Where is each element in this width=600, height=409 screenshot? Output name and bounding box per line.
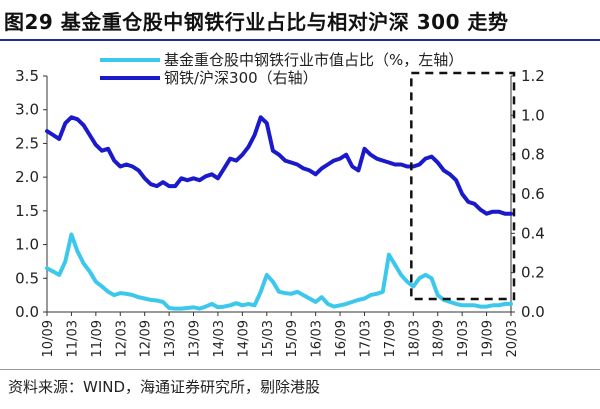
x-tick-label: 11/09 bbox=[90, 320, 105, 357]
x-tick-label: 12/09 bbox=[139, 320, 154, 357]
x-tick-label: 16/09 bbox=[334, 320, 349, 357]
y-right-tick-label: 1.2 bbox=[521, 67, 545, 85]
x-tick-label: 17/09 bbox=[383, 320, 398, 357]
y-left-tick-label: 2.0 bbox=[15, 168, 39, 186]
y-right-tick-label: 0.4 bbox=[521, 224, 545, 242]
legend-label: 基金重仓股中钢铁行业市值占比（%，左轴） bbox=[164, 51, 463, 69]
x-tick-label: 15/03 bbox=[261, 320, 276, 357]
y-left-tick-label: 2.5 bbox=[15, 134, 39, 152]
highlight-box bbox=[410, 71, 516, 301]
y-right-tick-label: 1.0 bbox=[521, 106, 545, 124]
chart-title: 图29 基金重仓股中钢铁行业占比与相对沪深 300 走势 bbox=[4, 10, 509, 34]
y-right-tick-label: 0.2 bbox=[521, 264, 545, 282]
y-left-tick-label: 3.0 bbox=[15, 101, 39, 119]
x-tick-label: 13/09 bbox=[188, 320, 203, 357]
x-tick-label: 11/03 bbox=[65, 320, 80, 357]
y-left-tick-label: 0.0 bbox=[15, 303, 39, 321]
y-left-tick-label: 0.5 bbox=[15, 269, 39, 287]
series-layer bbox=[45, 115, 513, 311]
x-tick-label: 16/03 bbox=[310, 320, 325, 357]
y-right-tick-label: 0.0 bbox=[521, 303, 545, 321]
highlight-box-layer bbox=[410, 71, 516, 301]
x-tick-label: 17/03 bbox=[358, 320, 373, 357]
title-bar: 图29 基金重仓股中钢铁行业占比与相对沪深 300 走势 bbox=[0, 0, 600, 41]
x-tick-label: 14/09 bbox=[236, 320, 251, 357]
source-note: 资料来源：WIND，海通证券研究所，剔除港股 bbox=[8, 378, 321, 396]
y-right-tick-label: 0.6 bbox=[521, 185, 545, 203]
x-tick-label: 14/03 bbox=[212, 320, 227, 357]
legend-label: 钢铁/沪深300（右轴） bbox=[164, 69, 318, 87]
x-tick-label: 19/09 bbox=[481, 320, 496, 357]
x-tick-label: 18/03 bbox=[407, 320, 422, 357]
series-line-weight bbox=[45, 232, 513, 311]
legend: 基金重仓股中钢铁行业市值占比（%，左轴）钢铁/沪深300（右轴） bbox=[100, 51, 463, 87]
y-right-tick-label: 0.8 bbox=[521, 146, 545, 164]
x-tick-label: 15/09 bbox=[285, 320, 300, 357]
y-left-tick-label: 1.5 bbox=[15, 202, 39, 220]
x-tick-label: 20/03 bbox=[505, 320, 520, 357]
x-tick-label: 19/03 bbox=[456, 320, 471, 357]
series-line-ratio bbox=[45, 115, 513, 216]
x-tick-label: 10/09 bbox=[41, 320, 56, 357]
y-left-tick-label: 1.0 bbox=[15, 236, 39, 254]
x-tick-label: 13/03 bbox=[163, 320, 178, 357]
x-tick-label: 12/03 bbox=[114, 320, 129, 357]
source-divider bbox=[0, 369, 600, 370]
axes: 0.0 0.5 1.0 1.5 2.0 2.5 3.0 3.5 0.0 0.2 0.4 0.6 0.8 1… bbox=[15, 67, 545, 357]
y-left-tick-label: 3.5 bbox=[15, 67, 39, 85]
x-tick-label: 18/09 bbox=[432, 320, 447, 357]
